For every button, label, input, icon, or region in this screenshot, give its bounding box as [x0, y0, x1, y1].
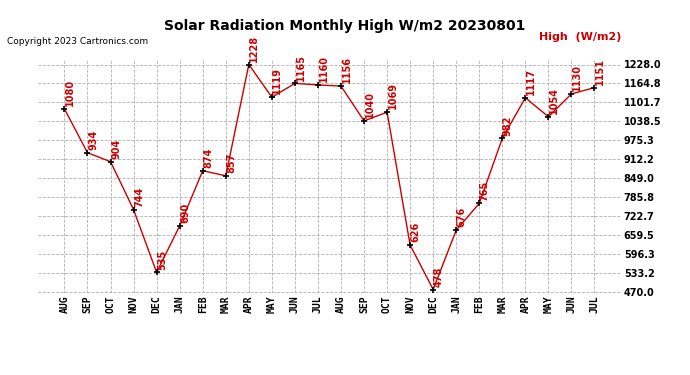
- Text: 626: 626: [411, 222, 421, 242]
- Text: 1069: 1069: [388, 82, 397, 110]
- Text: 478: 478: [434, 266, 444, 287]
- Text: 676: 676: [457, 207, 466, 227]
- Text: 904: 904: [111, 139, 121, 159]
- Text: High  (W/m2): High (W/m2): [539, 32, 621, 42]
- Text: 934: 934: [88, 130, 98, 150]
- Text: 1228: 1228: [249, 34, 259, 62]
- Text: Solar Radiation Monthly High W/m2 20230801: Solar Radiation Monthly High W/m2 202308…: [164, 19, 526, 33]
- Text: 1165: 1165: [295, 54, 306, 81]
- Text: 874: 874: [204, 147, 213, 168]
- Text: 1080: 1080: [65, 79, 75, 106]
- Text: 535: 535: [157, 249, 167, 270]
- Text: 857: 857: [226, 153, 237, 173]
- Text: Copyright 2023 Cartronics.com: Copyright 2023 Cartronics.com: [7, 38, 148, 46]
- Text: 1160: 1160: [319, 55, 328, 82]
- Text: 1119: 1119: [273, 68, 282, 94]
- Text: 1054: 1054: [549, 87, 559, 114]
- Text: 1130: 1130: [572, 64, 582, 91]
- Text: 1156: 1156: [342, 56, 351, 83]
- Text: 982: 982: [503, 115, 513, 135]
- Text: 690: 690: [180, 203, 190, 223]
- Text: 744: 744: [134, 187, 144, 207]
- Text: 1151: 1151: [595, 58, 605, 85]
- Text: 1040: 1040: [364, 91, 375, 118]
- Text: 765: 765: [480, 180, 490, 201]
- Text: 1117: 1117: [526, 68, 536, 95]
